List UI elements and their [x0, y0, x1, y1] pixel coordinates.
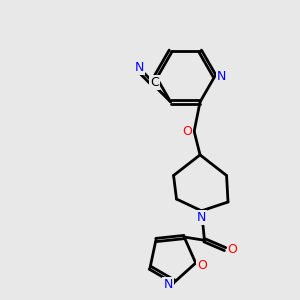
Text: N: N [217, 70, 226, 83]
Text: N: N [197, 211, 206, 224]
Text: N: N [164, 278, 173, 291]
Text: O: O [182, 125, 192, 138]
Text: N: N [135, 61, 144, 74]
Text: O: O [227, 243, 237, 256]
Text: O: O [197, 260, 207, 272]
Text: C: C [150, 76, 159, 89]
